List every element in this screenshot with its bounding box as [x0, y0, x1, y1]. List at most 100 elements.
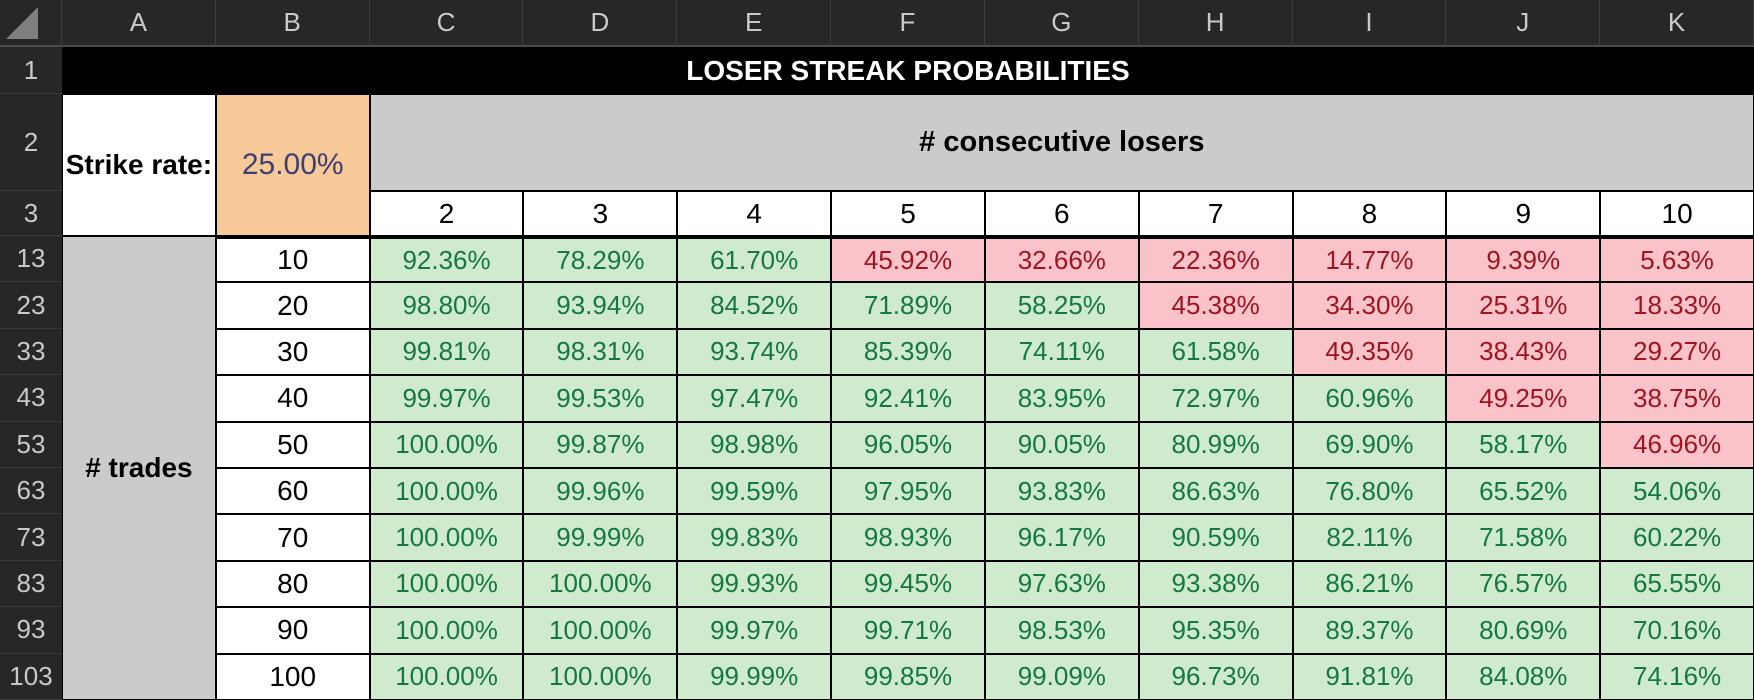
probability-cell[interactable]: 92.36%: [369, 236, 524, 283]
probability-cell[interactable]: 86.21%: [1292, 560, 1447, 608]
probability-cell[interactable]: 100.00%: [369, 607, 524, 654]
streak-header[interactable]: 6: [984, 191, 1139, 236]
probability-cell[interactable]: 100.00%: [369, 514, 524, 561]
row-header[interactable]: 43: [0, 375, 62, 422]
probability-cell[interactable]: 49.35%: [1292, 328, 1447, 376]
probability-cell[interactable]: 85.39%: [831, 328, 985, 376]
probability-cell[interactable]: 99.97%: [677, 607, 832, 654]
probability-cell[interactable]: 70.16%: [1600, 607, 1754, 654]
probability-cell[interactable]: 99.71%: [831, 607, 985, 654]
select-all-button[interactable]: [0, 0, 62, 47]
probability-cell[interactable]: 22.36%: [1138, 236, 1293, 283]
streak-header[interactable]: 8: [1292, 191, 1447, 236]
probability-cell[interactable]: 96.17%: [984, 514, 1139, 561]
probability-cell[interactable]: 54.06%: [1600, 468, 1754, 515]
column-header-h[interactable]: H: [1138, 0, 1293, 47]
trades-count-cell[interactable]: 70: [215, 514, 370, 561]
streak-header[interactable]: 9: [1446, 191, 1601, 236]
probability-cell[interactable]: 96.73%: [1138, 653, 1293, 700]
probability-cell[interactable]: 65.55%: [1600, 560, 1754, 608]
row-header[interactable]: 33: [0, 328, 62, 376]
title-cell[interactable]: LOSER STREAK PROBABILITIES: [62, 47, 1754, 94]
probability-cell[interactable]: 99.93%: [677, 560, 832, 608]
probability-cell[interactable]: 93.74%: [677, 328, 832, 376]
probability-cell[interactable]: 58.25%: [984, 282, 1139, 329]
probability-cell[interactable]: 80.99%: [1138, 421, 1293, 468]
probability-cell[interactable]: 46.96%: [1600, 421, 1754, 468]
probability-cell[interactable]: 100.00%: [523, 653, 678, 700]
probability-cell[interactable]: 69.90%: [1292, 421, 1447, 468]
probability-cell[interactable]: 34.30%: [1292, 282, 1447, 329]
trades-count-cell[interactable]: 30: [215, 328, 370, 376]
trades-count-cell[interactable]: 40: [215, 375, 370, 422]
probability-cell[interactable]: 99.87%: [523, 421, 678, 468]
probability-cell[interactable]: 97.47%: [677, 375, 832, 422]
probability-cell[interactable]: 100.00%: [369, 653, 524, 700]
probability-cell[interactable]: 100.00%: [523, 607, 678, 654]
probability-cell[interactable]: 98.98%: [677, 421, 832, 468]
row-header[interactable]: 23: [0, 282, 62, 329]
trades-count-cell[interactable]: 80: [215, 560, 370, 608]
probability-cell[interactable]: 99.53%: [523, 375, 678, 422]
probability-cell[interactable]: 98.93%: [831, 514, 985, 561]
probability-cell[interactable]: 100.00%: [369, 421, 524, 468]
trades-count-cell[interactable]: 60: [215, 468, 370, 515]
probability-cell[interactable]: 83.95%: [984, 375, 1139, 422]
probability-cell[interactable]: 99.99%: [677, 653, 832, 700]
probability-cell[interactable]: 90.05%: [984, 421, 1139, 468]
trades-count-cell[interactable]: 100: [215, 653, 370, 700]
trades-count-cell[interactable]: 50: [215, 421, 370, 468]
column-header-j[interactable]: J: [1446, 0, 1601, 47]
column-header-f[interactable]: F: [831, 0, 985, 47]
probability-cell[interactable]: 99.96%: [523, 468, 678, 515]
probability-cell[interactable]: 100.00%: [523, 560, 678, 608]
probability-cell[interactable]: 98.80%: [369, 282, 524, 329]
probability-cell[interactable]: 9.39%: [1446, 236, 1601, 283]
streak-header[interactable]: 10: [1600, 191, 1754, 236]
probability-cell[interactable]: 32.66%: [984, 236, 1139, 283]
probability-cell[interactable]: 25.31%: [1446, 282, 1601, 329]
probability-cell[interactable]: 14.77%: [1292, 236, 1447, 283]
probability-cell[interactable]: 5.63%: [1600, 236, 1754, 283]
streak-header[interactable]: 5: [831, 191, 985, 236]
probability-cell[interactable]: 99.59%: [677, 468, 832, 515]
row-header[interactable]: 73: [0, 514, 62, 561]
probability-cell[interactable]: 99.85%: [831, 653, 985, 700]
column-header-b[interactable]: B: [215, 0, 370, 47]
probability-cell[interactable]: 61.58%: [1138, 328, 1293, 376]
streak-header[interactable]: 2: [369, 191, 524, 236]
probability-cell[interactable]: 58.17%: [1446, 421, 1601, 468]
row-header[interactable]: 53: [0, 421, 62, 468]
probability-cell[interactable]: 91.81%: [1292, 653, 1447, 700]
probability-cell[interactable]: 96.05%: [831, 421, 985, 468]
probability-cell[interactable]: 38.75%: [1600, 375, 1754, 422]
probability-cell[interactable]: 100.00%: [369, 468, 524, 515]
probability-cell[interactable]: 80.69%: [1446, 607, 1601, 654]
column-header-i[interactable]: I: [1292, 0, 1447, 47]
column-header-k[interactable]: K: [1600, 0, 1754, 47]
probability-cell[interactable]: 90.59%: [1138, 514, 1293, 561]
probability-cell[interactable]: 60.96%: [1292, 375, 1447, 422]
probability-cell[interactable]: 76.57%: [1446, 560, 1601, 608]
row-header[interactable]: 103: [0, 653, 62, 700]
strike-rate-label-cell[interactable]: Strike rate:: [62, 94, 216, 236]
row-header[interactable]: 83: [0, 560, 62, 608]
column-header-g[interactable]: G: [984, 0, 1139, 47]
probability-cell[interactable]: 93.38%: [1138, 560, 1293, 608]
probability-cell[interactable]: 72.97%: [1138, 375, 1293, 422]
column-header-a[interactable]: A: [62, 0, 216, 47]
probability-cell[interactable]: 49.25%: [1446, 375, 1601, 422]
trades-count-cell[interactable]: 10: [215, 236, 370, 283]
probability-cell[interactable]: 93.94%: [523, 282, 678, 329]
probability-cell[interactable]: 82.11%: [1292, 514, 1447, 561]
probability-cell[interactable]: 84.08%: [1446, 653, 1601, 700]
probability-cell[interactable]: 99.97%: [369, 375, 524, 422]
probability-cell[interactable]: 97.95%: [831, 468, 985, 515]
probability-cell[interactable]: 29.27%: [1600, 328, 1754, 376]
column-header-c[interactable]: C: [369, 0, 524, 47]
row-header[interactable]: 93: [0, 607, 62, 654]
probability-cell[interactable]: 99.81%: [369, 328, 524, 376]
probability-cell[interactable]: 100.00%: [369, 560, 524, 608]
probability-cell[interactable]: 97.63%: [984, 560, 1139, 608]
probability-cell[interactable]: 99.83%: [677, 514, 832, 561]
